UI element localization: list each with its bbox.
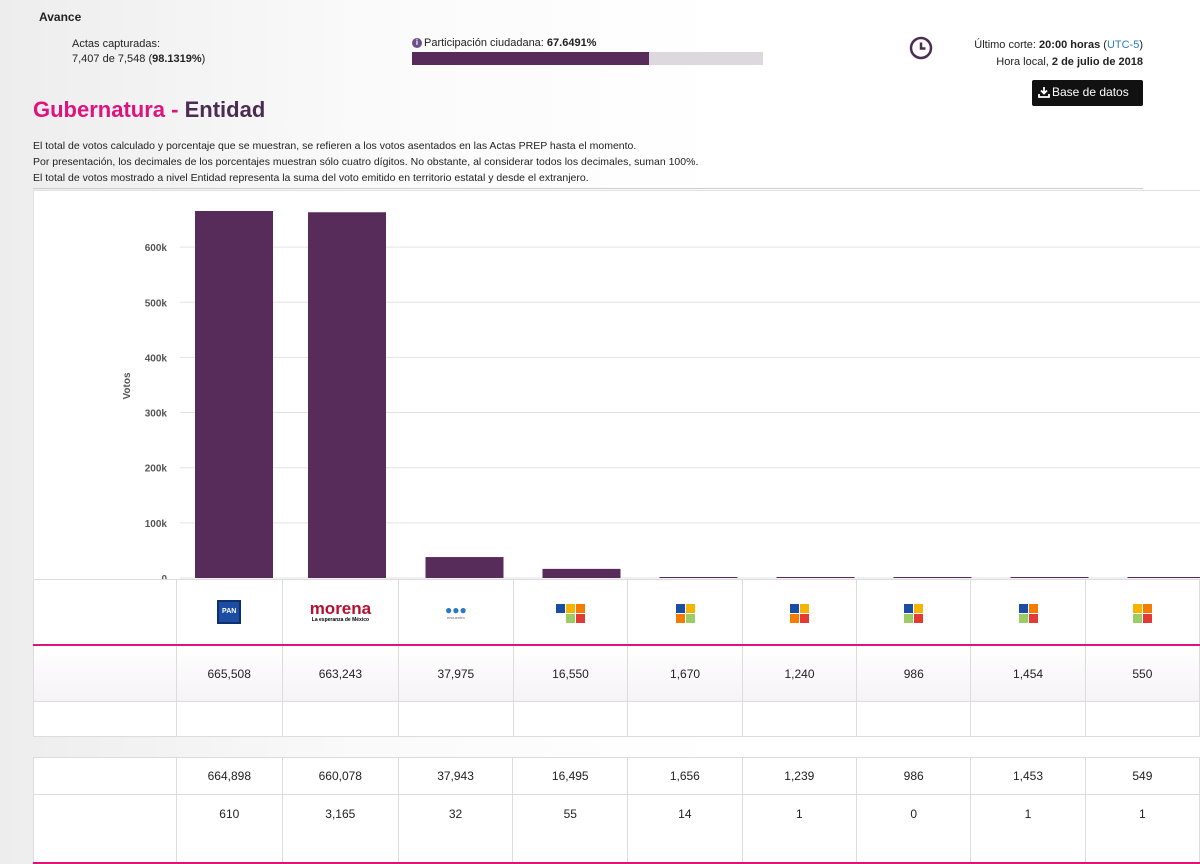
coalition-4-icon bbox=[904, 603, 924, 623]
download-icon bbox=[1038, 87, 1050, 98]
base-de-datos-button[interactable]: Base de datos bbox=[1032, 80, 1143, 106]
breakdown-cell: 610 bbox=[175, 794, 283, 864]
breakdown-row-1: 664,898 660,078 37,943 16,495 1,656 1,23… bbox=[33, 757, 1200, 795]
bar-coalición-4[interactable] bbox=[893, 577, 972, 578]
bar-coalición-5[interactable] bbox=[1010, 577, 1089, 578]
breakdown-cell: 1 bbox=[1084, 794, 1200, 864]
total-cell: 1,240 bbox=[741, 644, 858, 702]
morena-logo-icon: morena bbox=[309, 599, 372, 618]
total-cell: 16,550 bbox=[512, 644, 629, 702]
coalition-logo-2 bbox=[627, 579, 743, 646]
utc-link[interactable]: UTC-5 bbox=[1106, 39, 1140, 51]
total-cell: 1,454 bbox=[970, 644, 1086, 702]
total-cell: 37,975 bbox=[398, 644, 514, 702]
breakdown-cell: 14 bbox=[627, 794, 743, 864]
y-tick-label: 200k bbox=[145, 464, 168, 475]
breakdown-table: 664,898 660,078 37,943 16,495 1,656 1,23… bbox=[33, 757, 1200, 864]
y-tick-label: 500k bbox=[145, 298, 168, 309]
total-cell: 550 bbox=[1084, 644, 1200, 702]
description-line-1: El total de votos calculado y porcentaje… bbox=[33, 140, 637, 152]
breakdown-cell: 664,898 bbox=[175, 757, 283, 795]
encuentro-logo-icon: ●●● bbox=[445, 602, 467, 617]
bar-coalición-2[interactable] bbox=[659, 577, 738, 578]
breakdown-cell: 1 bbox=[741, 794, 858, 864]
info-icon[interactable]: i bbox=[412, 38, 422, 49]
breakdown-cell: 1,239 bbox=[741, 757, 858, 795]
coalition-logo-3 bbox=[741, 579, 858, 646]
breakdown-cell: 1 bbox=[970, 794, 1086, 864]
actas-capturadas: Actas capturadas: 7,407 de 7,548 (98.131… bbox=[72, 37, 205, 67]
avance-label: Avance bbox=[39, 10, 82, 24]
total-cell: 665,508 bbox=[175, 644, 283, 702]
bar-coalición-3[interactable] bbox=[776, 577, 855, 578]
breakdown-cell: 0 bbox=[856, 794, 972, 864]
coalition-2-icon bbox=[675, 603, 695, 623]
participacion-ciudadana: i Participación ciudadana: 67.6491% bbox=[412, 37, 596, 49]
participacion-progress-fill bbox=[412, 52, 650, 65]
total-cell: 663,243 bbox=[281, 644, 400, 702]
votes-chart: 0 100k 200k 300k 400k 500k 600k Votos bbox=[33, 190, 1200, 581]
party-logo-pan: PAN bbox=[175, 579, 283, 646]
breakdown-cell: 3,165 bbox=[281, 794, 399, 864]
breakdown-cell: 1,453 bbox=[970, 757, 1086, 795]
participacion-value: 67.6491% bbox=[546, 37, 597, 49]
actas-label: Actas capturadas: bbox=[72, 38, 161, 50]
breakdown-cell: 37,943 bbox=[397, 757, 514, 795]
coalition-3-icon bbox=[789, 603, 809, 623]
description-line-2: Por presentación, los decimales de los p… bbox=[33, 156, 699, 168]
bar-coalición-6[interactable] bbox=[1127, 577, 1200, 578]
bar-coalición-1[interactable] bbox=[542, 568, 621, 578]
breakdown-cell: 32 bbox=[397, 794, 514, 864]
y-axis-label: Votos bbox=[122, 372, 133, 399]
bar-pan[interactable] bbox=[195, 211, 273, 578]
coalition-1-icon bbox=[556, 603, 586, 623]
coalition-5-icon bbox=[1018, 603, 1038, 623]
breakdown-cell: 1,656 bbox=[627, 757, 743, 795]
clock-icon bbox=[909, 36, 933, 60]
breakdown-cell: 660,078 bbox=[281, 757, 399, 795]
coalition-6-icon bbox=[1132, 603, 1152, 623]
y-tick-label: 400k bbox=[145, 353, 168, 364]
breakdown-cell: 55 bbox=[512, 794, 629, 864]
coalition-logo-1 bbox=[512, 579, 629, 646]
y-tick-label: 100k bbox=[145, 519, 168, 530]
ultimo-corte: Último corte: 20:00 horas (UTC-5) Hora l… bbox=[974, 39, 1143, 68]
coalition-logo-4 bbox=[856, 579, 972, 646]
pan-logo-icon: PAN bbox=[217, 600, 242, 624]
divider bbox=[33, 188, 1143, 189]
breakdown-row-2: 610 3,165 32 55 14 1 0 1 1 bbox=[33, 794, 1200, 864]
breakdown-cell: 986 bbox=[856, 757, 972, 795]
breakdown-cell: 549 bbox=[1084, 757, 1200, 795]
y-tick-label: 0 bbox=[161, 574, 167, 581]
y-tick-label: 300k bbox=[145, 409, 168, 420]
party-logos-row: PAN morena La esperanza de México ●●● encu… bbox=[33, 579, 1200, 646]
description-line-3: El total de votos mostrado a nivel Entid… bbox=[33, 172, 589, 184]
total-cell: 986 bbox=[856, 644, 972, 702]
actas-value: 7,407 de 7,548 (98.1319%) bbox=[72, 53, 206, 65]
coalition-logo-6 bbox=[1084, 579, 1200, 646]
bar-morena[interactable] bbox=[308, 212, 386, 578]
party-logo-morena: morena La esperanza de México bbox=[281, 579, 400, 646]
results-table: PAN morena La esperanza de México ●●● encu… bbox=[33, 579, 1200, 737]
participacion-progress-bar bbox=[412, 52, 763, 65]
empty-row bbox=[33, 701, 1200, 737]
coalition-logo-5 bbox=[970, 579, 1086, 646]
totals-row: 665,508 663,243 37,975 16,550 1,670 1,24… bbox=[33, 644, 1200, 702]
breakdown-cell: 16,495 bbox=[512, 757, 629, 795]
bar-encuentro[interactable] bbox=[425, 557, 504, 578]
page-title: Gubernatura - Entidad bbox=[33, 97, 266, 122]
base-de-datos-label: Base de datos bbox=[1052, 85, 1129, 99]
total-cell: 1,670 bbox=[627, 644, 743, 702]
party-logo-encuentro: ●●● encuentro bbox=[398, 579, 514, 646]
y-tick-label: 600k bbox=[145, 243, 168, 254]
votes-bar-chart: 0 100k 200k 300k 400k 500k 600k Votos bbox=[122, 211, 1200, 581]
description: El total de votos calculado y porcentaje… bbox=[33, 138, 698, 186]
